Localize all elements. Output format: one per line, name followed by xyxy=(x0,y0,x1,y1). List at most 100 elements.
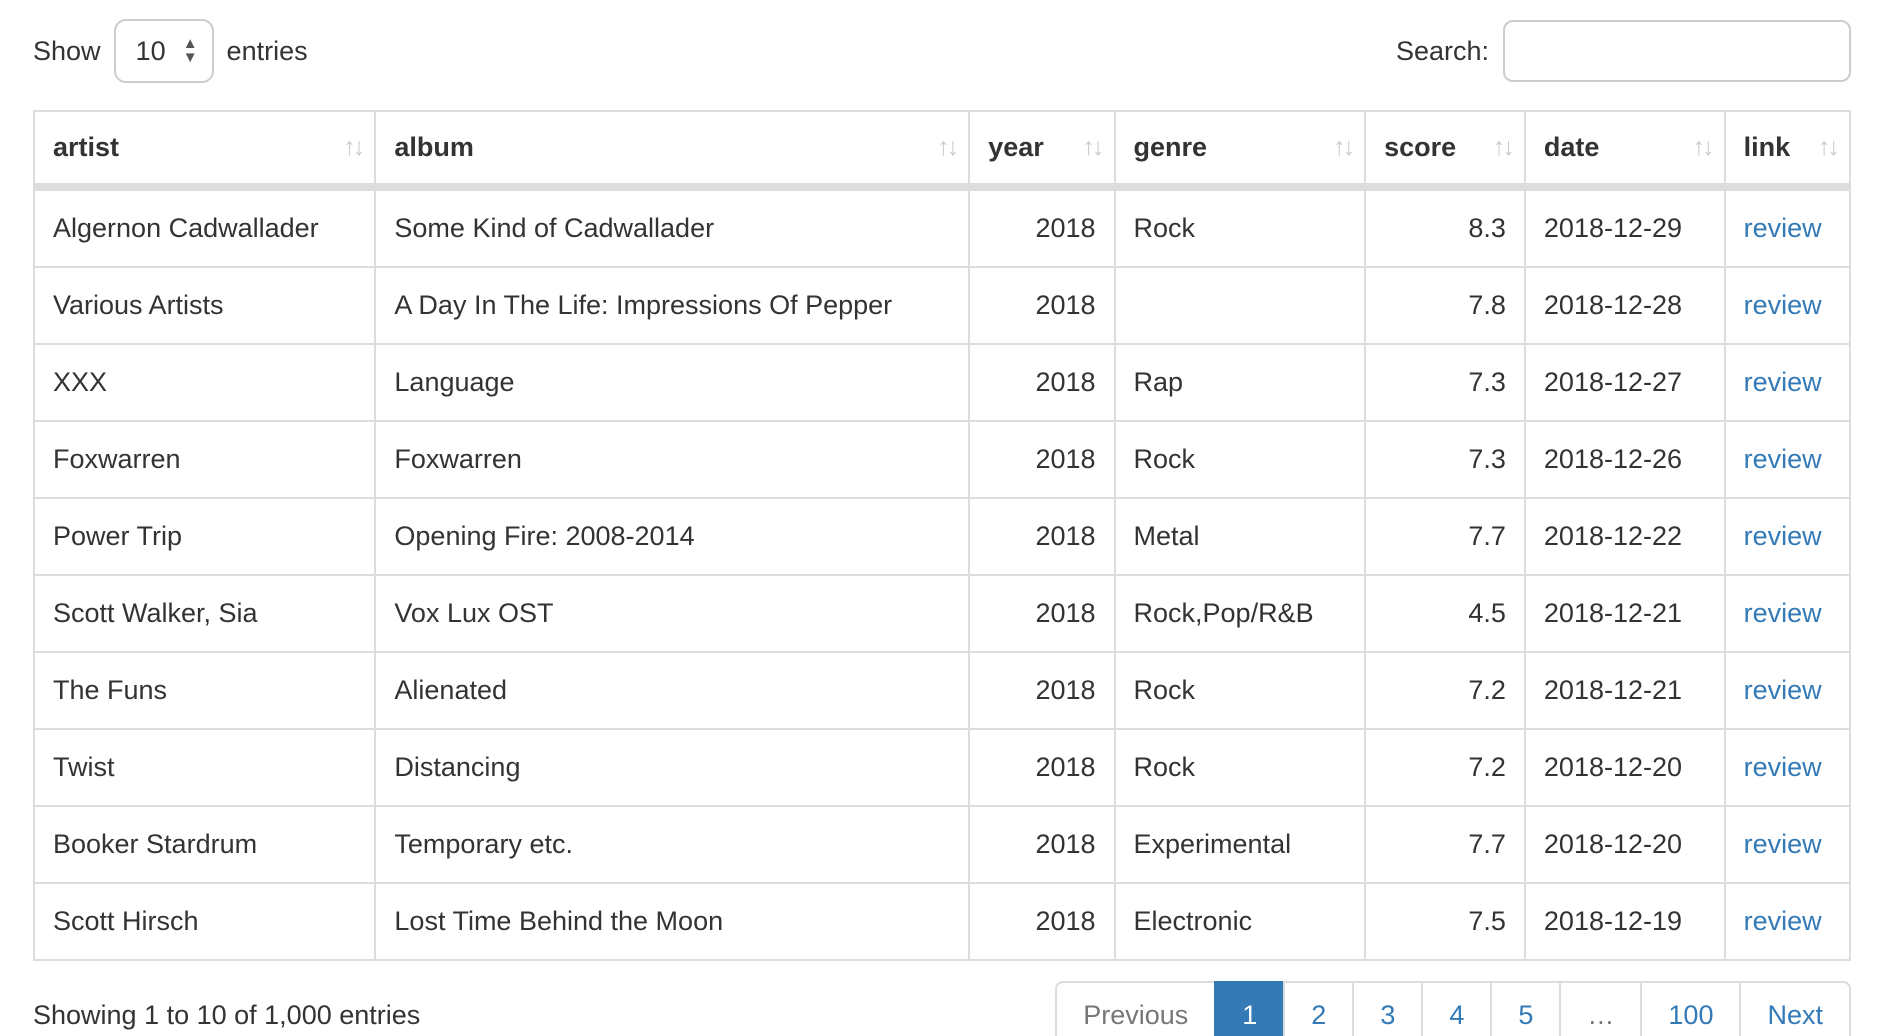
pagination-page-4-button[interactable]: 4 xyxy=(1421,980,1493,1036)
cell-genre: Rock xyxy=(1113,728,1367,807)
review-link[interactable]: review xyxy=(1743,906,1822,936)
pagination-next-button[interactable]: Next xyxy=(1739,980,1851,1036)
cell-album: Language xyxy=(374,343,971,422)
cell-artist: Twist xyxy=(32,728,377,807)
table-row: Twist Distancing 2018 Rock 7.2 2018-12-20 revi… xyxy=(32,728,1852,807)
table-row: Booker Stardrum Temporary etc. 2018 Experim… xyxy=(32,805,1852,884)
pagination-page-100-button[interactable]: 100 xyxy=(1640,980,1742,1036)
cell-artist: Scott Walker, Sia xyxy=(32,574,377,653)
table-row: Various Artists A Day In The Life: Impres… xyxy=(32,266,1852,345)
cell-date: 2018-12-19 xyxy=(1523,882,1726,961)
cell-date: 2018-12-26 xyxy=(1523,420,1726,499)
cell-year: 2018 xyxy=(968,574,1116,653)
pagination-page-100: 100 xyxy=(1640,980,1742,1036)
cell-album: Alienated xyxy=(374,651,971,730)
sort-icon: ↑↓ xyxy=(343,132,365,161)
pagination-page-2-button[interactable]: 2 xyxy=(1283,980,1355,1036)
pagination: Previous 1 2 3 4 5… 100 Next xyxy=(1055,980,1851,1036)
cell-link: review xyxy=(1723,343,1852,422)
column-label: genre xyxy=(1133,132,1208,162)
pagination-page-1: 1 xyxy=(1214,980,1286,1036)
cell-year: 2018 xyxy=(968,651,1116,730)
column-header-link[interactable]: link ↑↓ xyxy=(1723,110,1852,191)
column-header-album[interactable]: album ↑↓ xyxy=(374,110,971,191)
table-row: The Funs Alienated 2018 Rock 7.2 2018-12-21 re… xyxy=(32,651,1852,730)
column-header-year[interactable]: year ↑↓ xyxy=(968,110,1116,191)
cell-link: review xyxy=(1723,805,1852,884)
table-row: Algernon Cadwallader Some Kind of Cadwall… xyxy=(32,186,1852,268)
sort-icon: ↑↓ xyxy=(1818,132,1840,161)
table-row: Scott Walker, Sia Vox Lux OST 2018 Rock,Pop… xyxy=(32,574,1852,653)
column-header-genre[interactable]: genre ↑↓ xyxy=(1113,110,1367,191)
cell-link: review xyxy=(1723,420,1852,499)
pagination-page-5-button[interactable]: 5 xyxy=(1490,980,1562,1036)
column-label: album xyxy=(394,132,474,162)
cell-date: 2018-12-28 xyxy=(1523,266,1726,345)
pagination-page-3-button[interactable]: 3 xyxy=(1352,980,1424,1036)
column-label: artist xyxy=(53,132,120,162)
table-body: Algernon Cadwallader Some Kind of Cadwall… xyxy=(32,186,1852,961)
search-input[interactable] xyxy=(1503,20,1851,82)
pagination-ellipsis: … xyxy=(1559,980,1643,1036)
review-link[interactable]: review xyxy=(1743,367,1822,397)
cell-artist: Power Trip xyxy=(32,497,377,576)
review-link[interactable]: review xyxy=(1743,444,1822,474)
review-link[interactable]: review xyxy=(1743,829,1822,859)
cell-link: review xyxy=(1723,266,1852,345)
cell-date: 2018-12-21 xyxy=(1523,651,1726,730)
cell-artist: XXX xyxy=(32,343,377,422)
select-stepper-icon: ▲ ▼ xyxy=(182,35,198,66)
cell-score: 7.2 xyxy=(1364,651,1526,730)
cell-artist: Algernon Cadwallader xyxy=(32,186,377,268)
cell-date: 2018-12-20 xyxy=(1523,805,1726,884)
review-link[interactable]: review xyxy=(1743,290,1822,320)
cell-genre: Experimental xyxy=(1113,805,1367,884)
column-header-date[interactable]: date ↑↓ xyxy=(1523,110,1726,191)
cell-date: 2018-12-27 xyxy=(1523,343,1726,422)
table-footer: Showing 1 to 10 of 1,000 entries Previou… xyxy=(33,975,1851,1036)
pagination-previous-button: Previous xyxy=(1055,980,1217,1036)
cell-score: 7.2 xyxy=(1364,728,1526,807)
cell-year: 2018 xyxy=(968,420,1116,499)
review-link[interactable]: review xyxy=(1743,521,1822,551)
pagination-page-2: 2 xyxy=(1283,980,1355,1036)
cell-year: 2018 xyxy=(968,343,1116,422)
pagination-page-4: 4 xyxy=(1421,980,1493,1036)
pagination-next: Next xyxy=(1739,980,1851,1036)
table-row: Scott Hirsch Lost Time Behind the Moon 201… xyxy=(32,882,1852,961)
cell-genre: Rap xyxy=(1113,343,1367,422)
cell-score: 7.8 xyxy=(1364,266,1526,345)
page-length-select[interactable]: 10 ▲ ▼ xyxy=(113,19,214,83)
cell-year: 2018 xyxy=(968,882,1116,961)
cell-artist: Various Artists xyxy=(32,266,377,345)
cell-date: 2018-12-20 xyxy=(1523,728,1726,807)
cell-year: 2018 xyxy=(968,497,1116,576)
cell-year: 2018 xyxy=(968,728,1116,807)
review-link[interactable]: review xyxy=(1743,213,1822,243)
cell-link: review xyxy=(1723,882,1852,961)
cell-album: Foxwarren xyxy=(374,420,971,499)
pagination-page-3: 3 xyxy=(1352,980,1424,1036)
column-header-artist[interactable]: artist ↑↓ xyxy=(32,110,377,191)
review-link[interactable]: review xyxy=(1743,752,1822,782)
column-header-score[interactable]: score ↑↓ xyxy=(1364,110,1526,191)
column-label: score xyxy=(1384,132,1457,162)
table-controls: Show 10 ▲ ▼ entries Search: xyxy=(33,16,1851,86)
review-link[interactable]: review xyxy=(1743,598,1822,628)
pagination-page-1-button[interactable]: 1 xyxy=(1214,980,1286,1036)
cell-genre: Rock,Pop/R&B xyxy=(1113,574,1367,653)
cell-score: 8.3 xyxy=(1364,186,1526,268)
reviews-table: artist ↑↓ album ↑↓ year ↑↓ genre ↑↓ score ↑↓ date ↑… xyxy=(32,110,1852,961)
cell-link: review xyxy=(1723,651,1852,730)
review-link[interactable]: review xyxy=(1743,675,1822,705)
cell-year: 2018 xyxy=(968,266,1116,345)
cell-year: 2018 xyxy=(968,186,1116,268)
pagination-ellipsis-button: … xyxy=(1559,980,1643,1036)
cell-genre: Rock xyxy=(1113,420,1367,499)
cell-album: Lost Time Behind the Moon xyxy=(374,882,971,961)
cell-genre: Metal xyxy=(1113,497,1367,576)
cell-genre: Electronic xyxy=(1113,882,1367,961)
search-control: Search: xyxy=(1396,20,1851,82)
pagination-page-5: 5 xyxy=(1490,980,1562,1036)
